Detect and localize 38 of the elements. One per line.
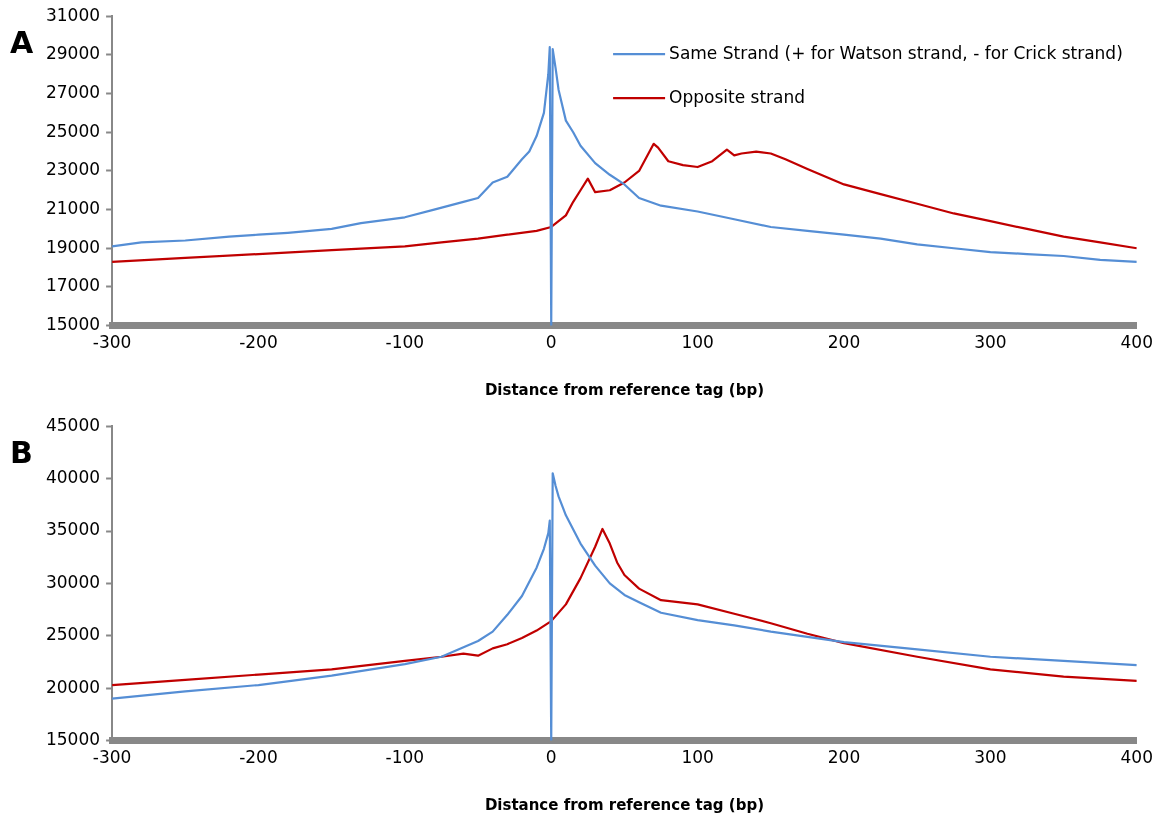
x-tick-label: 400 — [1120, 747, 1153, 768]
legend-label: Opposite strand — [669, 86, 806, 107]
y-tick-label: 30000 — [45, 571, 101, 592]
y-tick-label: 23000 — [45, 159, 101, 180]
x-tick-label: 100 — [681, 747, 714, 768]
y-tick-label: 15000 — [45, 314, 101, 335]
y-tick-label: 45000 — [45, 414, 101, 435]
y-tick-label: 40000 — [45, 467, 101, 488]
x-tick-label: 400 — [1120, 332, 1153, 353]
x-tick-label: -200 — [239, 332, 278, 353]
y-tick-label: 20000 — [45, 676, 101, 697]
x-tick-label: -100 — [385, 747, 425, 768]
legend-label: Same Strand (+ for Watson strand, - for Crick strand) — [669, 42, 1123, 63]
x-tick-label: 200 — [827, 332, 861, 353]
y-tick-label: 27000 — [45, 81, 101, 102]
text: B — [10, 434, 33, 470]
x-tick-label: 300 — [974, 747, 1007, 768]
y-tick-label: 31000 — [45, 4, 101, 25]
x-tick-label: -100 — [385, 332, 425, 353]
x-tick-label: 300 — [974, 332, 1007, 353]
x-tick-label: -200 — [239, 747, 278, 768]
x-tick-label: 200 — [827, 747, 861, 768]
y-tick-label: 35000 — [45, 519, 101, 540]
y-tick-label: 25000 — [45, 624, 101, 645]
x-tick-label: 100 — [681, 332, 714, 353]
y-tick-label: 25000 — [45, 120, 101, 141]
y-tick-label: 15000 — [45, 729, 101, 750]
y-tick-label: 17000 — [45, 275, 101, 296]
x-tick-label: -300 — [92, 747, 132, 768]
text: A — [10, 24, 34, 60]
x-axis-title: Distance from reference tag (bp) — [484, 795, 764, 814]
y-tick-label: 21000 — [45, 198, 101, 218]
x-tick-label: 0 — [545, 332, 557, 353]
x-axis-title: Distance from reference tag (bp) — [484, 380, 764, 399]
x-tick-label: 0 — [545, 747, 557, 768]
y-tick-label: 19000 — [45, 236, 101, 257]
y-tick-label: 29000 — [45, 43, 101, 64]
x-tick-label: -300 — [92, 332, 132, 353]
